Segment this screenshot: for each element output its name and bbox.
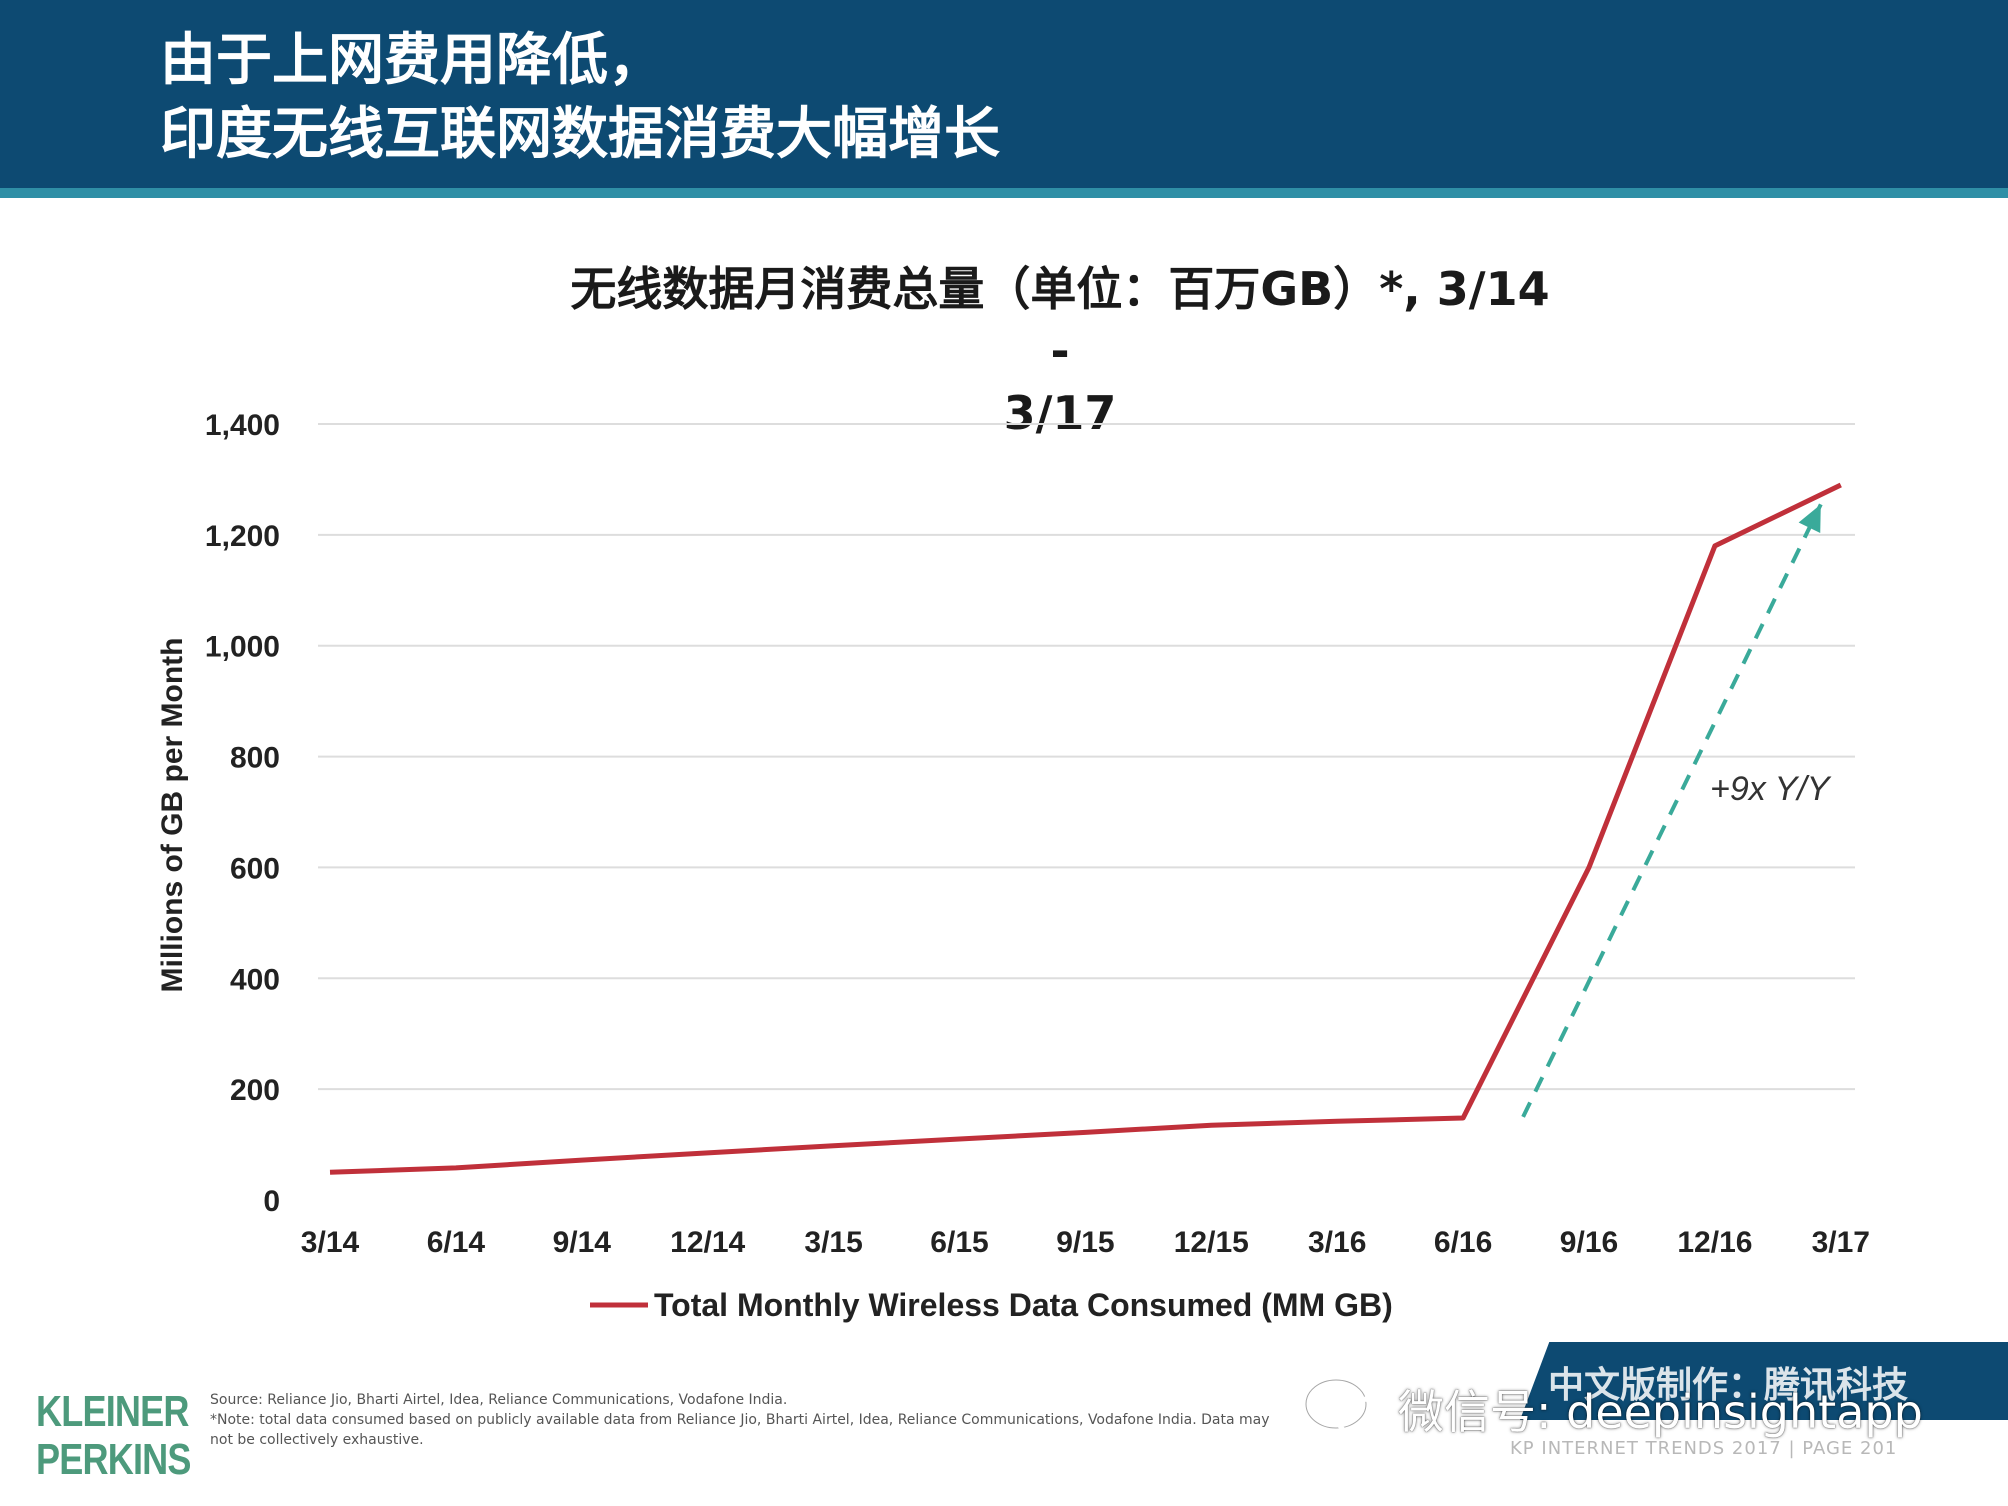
x-tick-label: 9/14 xyxy=(553,1226,612,1259)
x-tick-label: 3/17 xyxy=(1812,1226,1870,1259)
y-tick-label: 1,200 xyxy=(205,520,280,553)
kp-logo-text: KLEINER PERKINS xyxy=(36,1387,191,1484)
series-lines xyxy=(329,482,1842,1175)
series-line xyxy=(329,482,1842,1175)
note-line: *Note: total data consumed based on publ… xyxy=(210,1412,1270,1428)
x-tick-label: 12/15 xyxy=(1174,1226,1249,1259)
footer-banner xyxy=(1520,1342,2008,1420)
header-stripe xyxy=(0,188,2008,198)
y-axis-label: Millions of GB per Month xyxy=(156,638,189,993)
annotation-arrowhead xyxy=(1798,504,1821,534)
kp-logo: KLEINER PERKINS xyxy=(36,1387,191,1484)
chart-title: 无线数据月消费总量（单位：百万GB）*, 3/14 - 3/17 xyxy=(570,262,1550,440)
line-chart: 0 200 400 600 800 1,000 1,200 1,400 3/14 6/14 9/1… xyxy=(156,409,1870,1323)
x-tick-label: 12/16 xyxy=(1677,1226,1752,1259)
y-tick-label: 0 xyxy=(263,1185,280,1218)
x-tick-label: 12/14 xyxy=(670,1226,745,1259)
y-tick-labels: 0 200 400 600 800 1,000 1,200 1,400 xyxy=(205,409,280,1218)
page-title: 由于上网费用降低， 印度无线互联网数据消费大幅增长 xyxy=(160,28,1000,167)
x-tick-label: 3/16 xyxy=(1308,1226,1366,1259)
x-tick-labels: 3/14 6/14 9/14 12/14 3/15 6/15 9/15 12/15 3/16 6/… xyxy=(301,1226,1870,1259)
y-tick-label: 1,000 xyxy=(205,631,280,664)
annotation-arrow xyxy=(1521,503,1823,1118)
y-tick-label: 800 xyxy=(230,742,280,775)
note-line-2: not be collectively exhaustive. xyxy=(210,1432,424,1448)
legend: Total Monthly Wireless Data Consumed (MM… xyxy=(590,1287,1393,1323)
header-bar xyxy=(0,0,2008,188)
wechat-watermark: 微信号: deepinsightapp xyxy=(1300,1374,2000,1444)
annotation-layer: +9x Y/Y xyxy=(1521,503,1832,1118)
y-tick-label: 400 xyxy=(230,963,280,996)
wechat-icon xyxy=(1303,1377,1389,1440)
footer-banner-text: 中文版制作：腾讯科技 xyxy=(1548,1365,1909,1406)
source-line: Source: Reliance Jio, Bharti Airtel, Ide… xyxy=(210,1392,788,1408)
legend-label: Total Monthly Wireless Data Consumed (MM… xyxy=(654,1287,1393,1323)
x-tick-label: 9/15 xyxy=(1056,1226,1114,1259)
x-tick-label: 6/15 xyxy=(930,1226,988,1259)
source-notes: Source: Reliance Jio, Bharti Airtel, Ide… xyxy=(210,1390,1390,1450)
wechat-id: 微信号: deepinsightapp xyxy=(1398,1385,1923,1439)
x-tick-label: 9/16 xyxy=(1560,1226,1618,1259)
annotation-label: +9x Y/Y xyxy=(1710,770,1832,808)
page-info: KP INTERNET TRENDS 2017 | PAGE 201 xyxy=(1510,1438,1898,1459)
y-tick-label: 600 xyxy=(230,852,280,885)
y-tick-label: 1,400 xyxy=(205,409,280,442)
x-tick-label: 3/15 xyxy=(804,1226,862,1259)
grid-lines xyxy=(318,423,1855,1091)
x-tick-label: 6/16 xyxy=(1434,1226,1492,1259)
x-tick-label: 6/14 xyxy=(427,1226,486,1259)
y-tick-label: 200 xyxy=(230,1074,280,1107)
x-tick-label: 3/14 xyxy=(301,1226,360,1259)
